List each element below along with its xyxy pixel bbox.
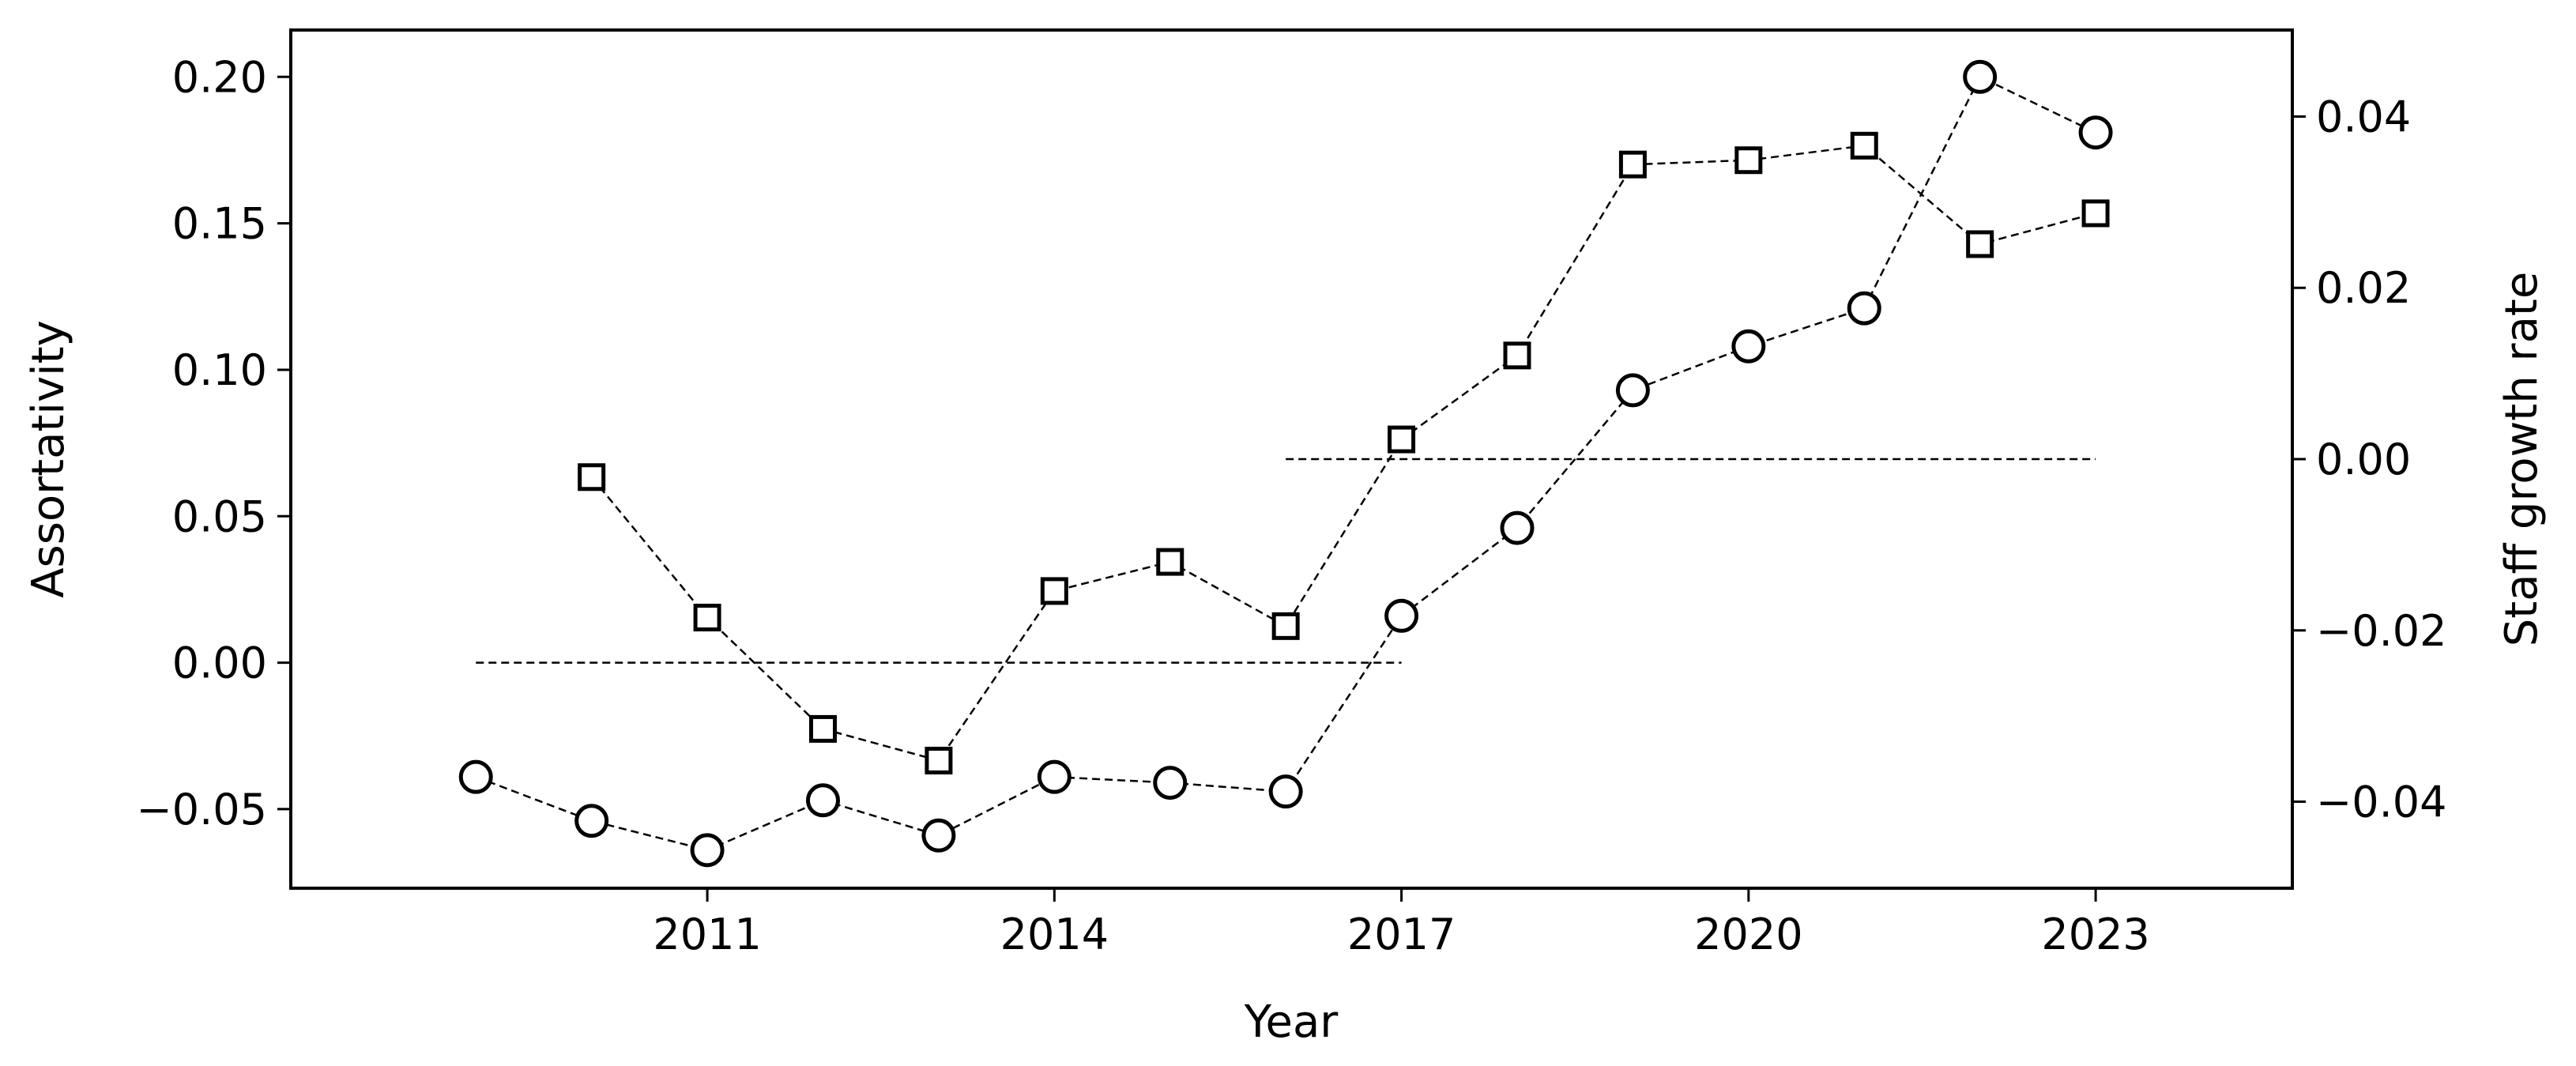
square-marker [925,747,953,775]
y-right-tick-label: 0.04 [2316,92,2411,141]
y-left-tick-label: 0.20 [172,52,267,102]
y-left-tick-label: −0.05 [137,785,267,834]
circle-marker [458,759,493,794]
circle-marker [806,783,841,818]
y-left-tick-label: 0.05 [172,492,267,541]
square-marker [1271,612,1300,640]
y-right-tick-label: −0.02 [2316,606,2446,656]
square-marker [578,463,606,492]
reference-lines [476,458,2096,664]
square-marker [1618,150,1647,179]
circle-marker [1384,598,1419,633]
x-axis-title: Year [1244,996,1339,1048]
series-line-square [590,145,2096,762]
square-marker [1388,425,1416,454]
circle-marker [1153,766,1188,800]
square-marker [2081,199,2110,228]
x-axis-ticks: 2011 2014 2017 2020 2023 [653,888,2150,959]
square-marker [809,714,838,743]
square-marker [1040,577,1068,605]
x-tick-label: 2014 [1000,910,1109,959]
x-tick-label: 2017 [1347,910,1456,959]
circle-marker [1731,329,1766,363]
x-tick-label: 2023 [2041,910,2149,959]
y-left-axis-ticks: −0.05 0.00 0.05 0.10 0.15 0.20 [137,52,291,834]
circle-marker [1615,373,1650,408]
circle-marker [1268,774,1303,809]
circle-marker [2078,115,2113,150]
square-marker [1966,230,1994,258]
y-right-tick-label: 0.00 [2316,435,2411,484]
square-marker [1850,131,1878,160]
y-right-tick-label: 0.02 [2316,263,2411,313]
circle-marker [574,804,609,838]
y-left-tick-label: 0.15 [172,199,267,249]
y-left-tick-label: 0.00 [172,638,267,688]
series-lines [475,75,2096,852]
x-tick-label: 2020 [1694,910,1802,959]
series-line-circle [475,75,2096,852]
circle-marker [921,818,956,853]
y-right-axis-ticks: −0.04 −0.02 0.00 0.02 0.04 [2292,92,2446,827]
y-left-tick-label: 0.10 [172,345,267,395]
x-tick-label: 2011 [653,910,761,959]
y-right-axis-title: Staff growth rate [2496,272,2548,647]
circle-marker [1963,59,1998,94]
square-marker [693,604,721,632]
circle-marker [1037,759,1071,794]
circle-marker [1500,510,1535,545]
circle-marker [1847,291,1881,326]
y-left-axis-title: Assortativity [23,320,74,598]
circle-marker [690,833,725,868]
square-marker [1503,341,1531,370]
series-markers [458,59,2113,868]
square-marker [1156,548,1184,576]
square-marker [1734,146,1763,175]
y-right-tick-label: −0.04 [2316,778,2446,827]
